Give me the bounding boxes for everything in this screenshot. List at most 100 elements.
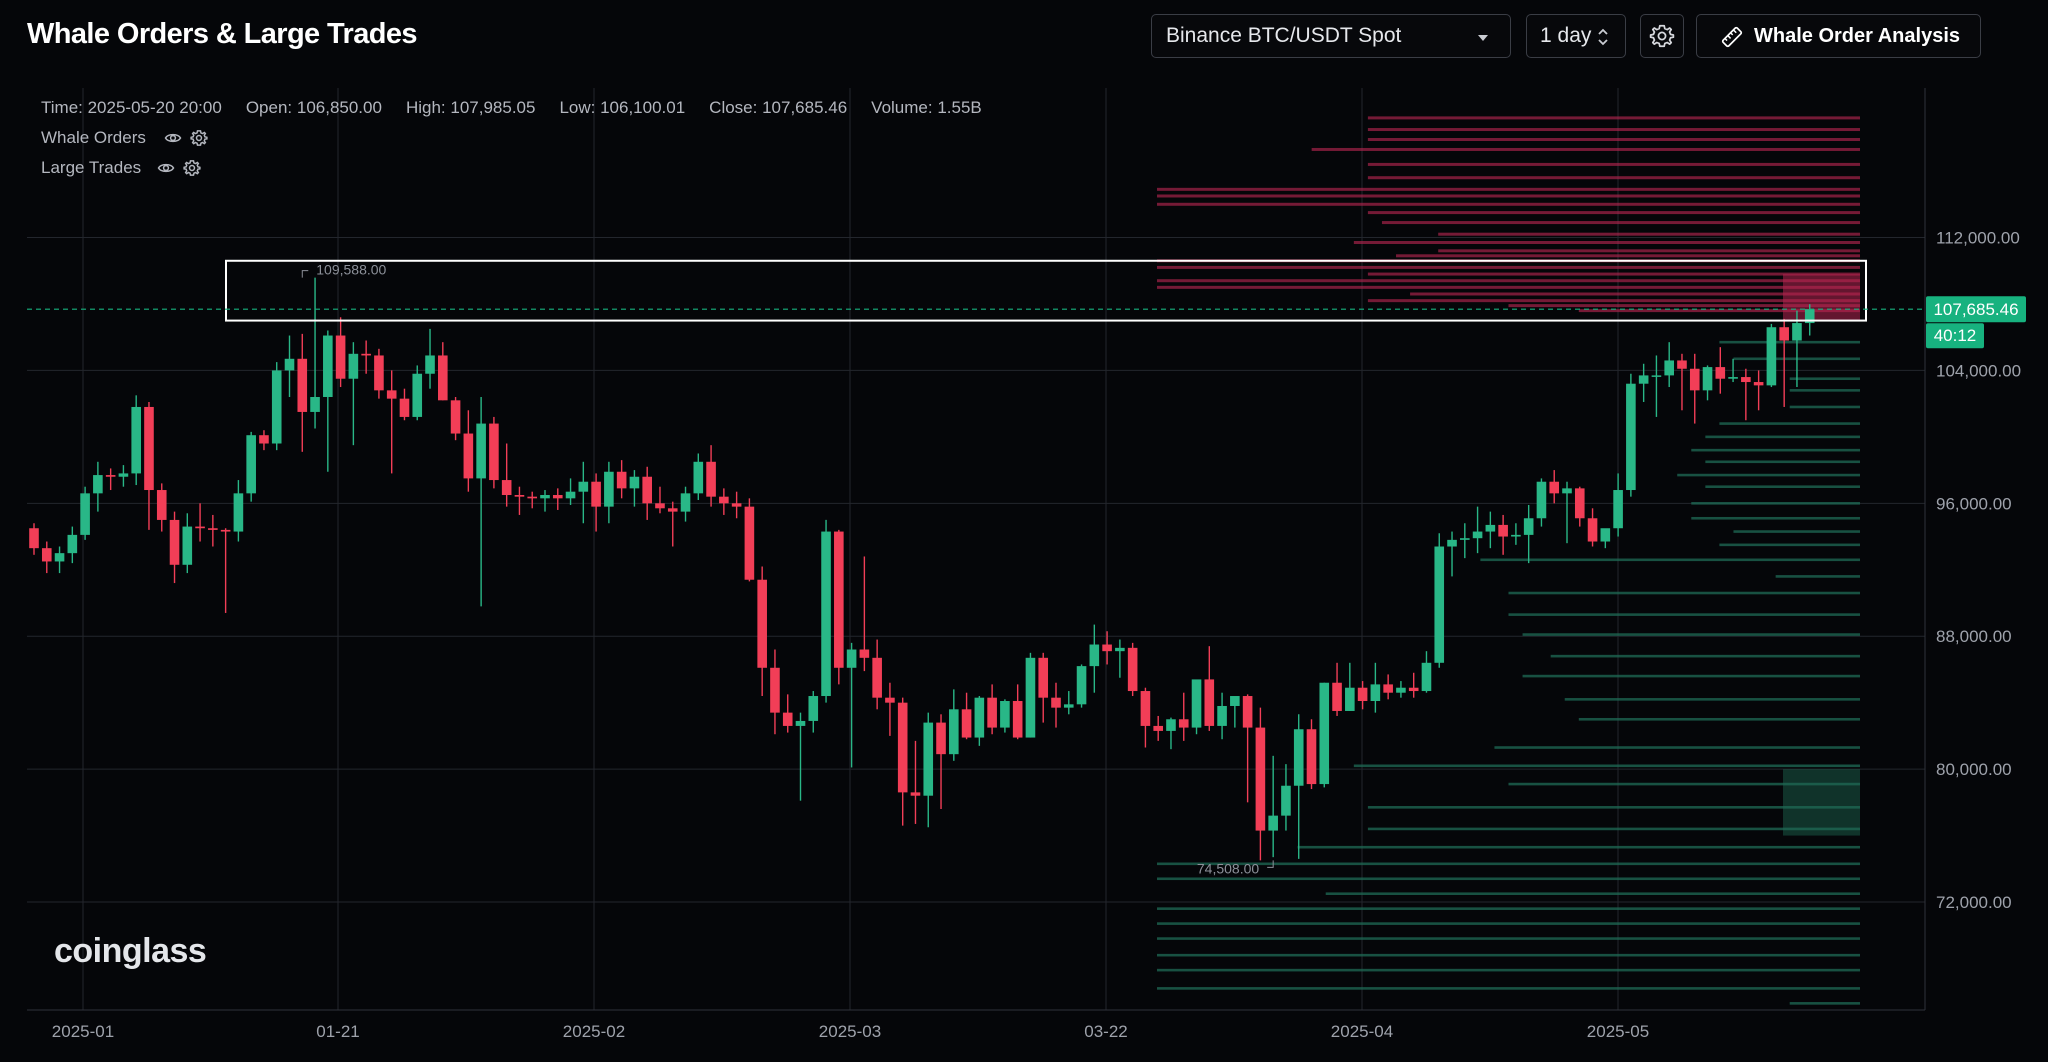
whale-bid-wall <box>1353 764 1860 768</box>
candle-body <box>41 548 52 562</box>
candle <box>1651 355 1662 417</box>
whale-ask-wall <box>1578 309 1860 313</box>
candle <box>1741 368 1751 421</box>
whale-bid-wall <box>1789 389 1860 392</box>
whale-bid-wall <box>1564 698 1860 701</box>
candle <box>501 443 512 507</box>
candle-body <box>489 423 499 481</box>
whale-bid-wall <box>1705 460 1860 464</box>
whale-order-analysis-button[interactable]: Whale Order Analysis <box>1696 14 1981 58</box>
candle-body <box>1434 546 1445 663</box>
candle <box>1613 473 1623 537</box>
whale-ask-wall <box>1410 292 1860 296</box>
candle <box>1715 347 1726 394</box>
candle-body <box>1651 375 1662 377</box>
candle-body <box>1396 687 1406 693</box>
candle-body <box>1127 647 1138 692</box>
candle <box>897 697 908 826</box>
interval-select[interactable]: 1 day <box>1526 14 1626 58</box>
whale-ask-wall <box>1367 137 1860 141</box>
candle-body <box>1268 815 1278 831</box>
candle <box>156 483 167 532</box>
x-tick-label: 03-22 <box>1084 1022 1127 1041</box>
eye-icon[interactable] <box>157 159 175 177</box>
candle <box>1012 684 1023 740</box>
candle-body <box>1804 309 1815 324</box>
candle-body <box>412 373 423 417</box>
candle <box>54 546 65 574</box>
candle <box>144 401 154 530</box>
whale-ask-wall <box>1508 304 1860 308</box>
candle <box>1127 642 1138 697</box>
whale-bid-wall <box>1719 422 1860 425</box>
candle-body <box>1536 481 1547 519</box>
candle <box>1217 692 1227 740</box>
candle <box>527 491 538 509</box>
candle-body <box>450 400 461 434</box>
y-tick-label: 88,000.00 <box>1936 627 2012 646</box>
candle-body <box>1063 704 1074 708</box>
legend-high: High: 107,985.05 <box>405 98 536 117</box>
candle <box>1779 318 1789 407</box>
candlestick-chart[interactable]: 107,685.46 40:12 112,000.00 104,000.00 96,00… <box>0 74 2048 1062</box>
legend-open: Open: 106,850.00 <box>245 98 382 117</box>
candle-body <box>386 390 397 399</box>
candle <box>246 431 256 502</box>
whale-bid-wall <box>1719 340 1860 344</box>
whale-bid-wall <box>1550 654 1860 658</box>
market-select[interactable]: Binance BTC/USDT Spot <box>1151 14 1511 58</box>
candle-body <box>233 493 244 532</box>
x-tick-label: 2025-03 <box>819 1022 881 1041</box>
candle-body <box>1421 662 1432 692</box>
candle <box>1153 715 1163 741</box>
whale-ask-wall <box>1157 279 1860 283</box>
candle <box>93 461 103 512</box>
candle <box>29 523 39 555</box>
whale-bid-wall <box>1691 502 1860 505</box>
settings-button[interactable] <box>1640 14 1684 58</box>
x-tick-label: 2025-02 <box>563 1022 625 1041</box>
gear-icon[interactable] <box>190 129 208 147</box>
candle <box>1089 624 1100 693</box>
candle <box>693 453 704 500</box>
candle <box>80 486 90 540</box>
candle-body <box>310 396 320 412</box>
candle-body <box>961 709 972 738</box>
candle-body <box>1051 697 1061 708</box>
whale-ask-wall <box>1157 285 1860 289</box>
whale-bid-wall <box>1789 377 1860 381</box>
candle <box>1000 699 1010 733</box>
last-price-label: 107,685.46 <box>1933 300 2018 319</box>
gear-icon[interactable] <box>183 159 201 177</box>
candle-body <box>54 553 65 562</box>
candle <box>310 277 320 429</box>
candle <box>348 342 359 446</box>
candle <box>271 362 282 451</box>
candle <box>1102 631 1112 665</box>
candle <box>859 556 870 672</box>
candle-body <box>80 493 90 535</box>
candle <box>1332 662 1342 716</box>
candle-body <box>463 433 474 479</box>
legend-low: Low: 106,100.01 <box>559 98 686 117</box>
whale-bid-wall <box>1367 806 1860 809</box>
candle-body <box>131 406 141 474</box>
candle <box>1549 470 1560 504</box>
y-tick-label: 104,000.00 <box>1936 361 2021 380</box>
candle <box>910 740 921 824</box>
whale-bid-wall <box>1719 543 1860 547</box>
whale-ask-wall <box>1367 128 1860 132</box>
ohlc-readout: Time: 2025-05-20 20:00 Open: 106,850.00 … <box>41 97 982 119</box>
candle-body <box>1217 705 1227 726</box>
eye-icon[interactable] <box>164 129 182 147</box>
candle-body <box>323 335 333 397</box>
candle <box>706 445 716 507</box>
interval-select-value: 1 day <box>1540 24 1592 47</box>
whale-ask-wall <box>1367 116 1860 120</box>
candle <box>463 410 474 492</box>
candle-body <box>361 353 371 356</box>
candle-body <box>1089 644 1100 667</box>
whale-ask-wall <box>1367 299 1860 303</box>
candle <box>680 486 691 522</box>
candle-body <box>1178 719 1189 728</box>
